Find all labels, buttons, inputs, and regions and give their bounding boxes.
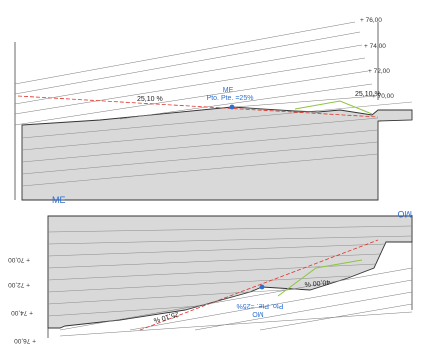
top-level-line xyxy=(21,141,379,175)
bottom-slope-right-label: 40,00 % xyxy=(304,278,330,287)
top-level-label: + 76,00 xyxy=(360,17,382,24)
bottom-level-line xyxy=(47,288,301,305)
top-level-lines xyxy=(14,21,413,187)
top-level-line xyxy=(21,129,379,163)
top-corner-label: ME xyxy=(52,195,66,205)
bottom-green-line xyxy=(277,259,363,297)
bottom-level-label: + 70,00 xyxy=(8,256,30,263)
top-marker-slope-label: Pto. Pte. =25% xyxy=(207,95,254,102)
bottom-level-line xyxy=(47,243,387,257)
bottom-level-line xyxy=(59,311,413,337)
bottom-level-label: + 76,00 xyxy=(14,337,36,344)
top-green-line xyxy=(294,100,373,115)
top-slope-left-label: 25,10 % xyxy=(137,96,163,103)
top-section: + 76,00 + 74,00 + 72,00 + 70,00 25,10 % … xyxy=(14,17,413,205)
bottom-level-line xyxy=(129,279,413,331)
top-level-line xyxy=(14,70,369,126)
top-level-line xyxy=(14,44,363,105)
bottom-level-label: + 72,00 xyxy=(8,281,30,288)
top-marker-dot xyxy=(229,104,235,110)
top-level-line xyxy=(14,21,356,85)
top-level-label: + 70,00 xyxy=(372,93,394,100)
bottom-level-line xyxy=(194,291,413,331)
bottom-level-line xyxy=(47,275,351,293)
top-level-label: + 72,00 xyxy=(368,68,390,75)
bottom-slope-line xyxy=(139,239,379,331)
top-level-line xyxy=(14,31,361,95)
top-level-line xyxy=(234,95,377,108)
bottom-corner-label: MO xyxy=(398,209,413,219)
top-level-line xyxy=(119,83,373,120)
top-slope-line xyxy=(17,95,379,118)
bottom-level-line xyxy=(47,225,413,233)
bottom-marker-slope-label: Pto. Pte. =25% xyxy=(237,302,284,309)
bottom-section: + 70,00 + 72,00 + 74,00 + 76,00 25,10 % … xyxy=(8,209,413,344)
bottom-level-line xyxy=(47,305,201,317)
top-level-line xyxy=(21,101,413,139)
top-level-line xyxy=(21,153,379,187)
bottom-level-line xyxy=(59,267,413,331)
top-slope-right-label: 25,10 % xyxy=(355,91,381,98)
top-level-line xyxy=(14,57,366,115)
top-level-label: + 74,00 xyxy=(364,43,386,50)
bottom-marker-label: MO xyxy=(252,310,264,317)
bottom-level-line xyxy=(47,235,413,245)
bottom-level-label: + 74,00 xyxy=(11,309,33,316)
top-marker-label: ME xyxy=(223,87,234,94)
bottom-marker-dot xyxy=(259,284,265,290)
top-level-line xyxy=(21,117,379,151)
bottom-level-line xyxy=(47,253,381,269)
top-ground-section xyxy=(21,106,413,201)
bottom-ground-section xyxy=(47,215,413,329)
